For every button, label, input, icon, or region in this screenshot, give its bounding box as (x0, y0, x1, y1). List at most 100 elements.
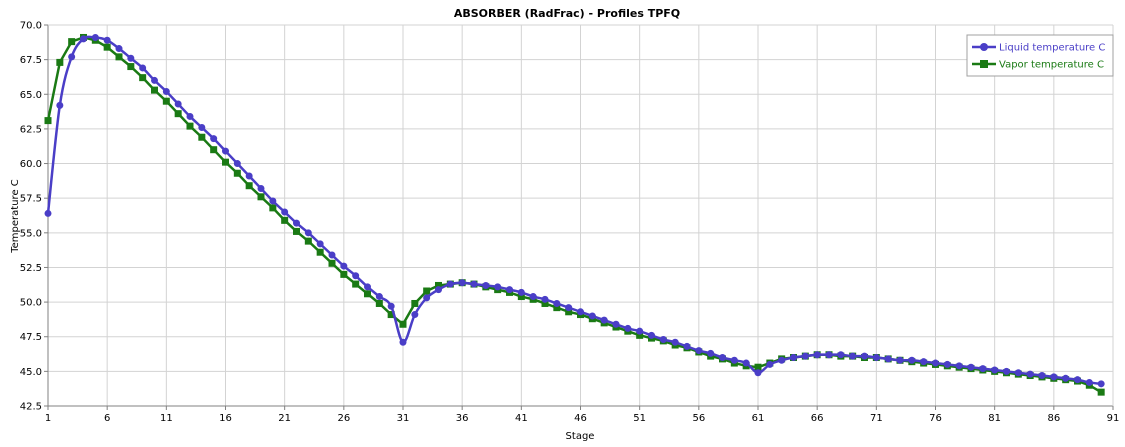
data-point (872, 354, 880, 362)
data-point (304, 229, 312, 237)
y-tick-label: 47.5 (20, 332, 42, 343)
x-tick-label: 76 (929, 413, 942, 424)
y-tick-label: 62.5 (20, 124, 42, 135)
data-point (198, 124, 206, 132)
legend-item: Vapor temperature C (972, 60, 1104, 71)
data-point (364, 290, 371, 298)
legend-marker (980, 60, 988, 68)
data-point (352, 280, 360, 288)
data-point (423, 287, 431, 295)
data-point (127, 63, 135, 71)
data-point (671, 338, 679, 346)
x-tick-label: 81 (988, 413, 1001, 424)
data-point (151, 76, 158, 84)
data-point (91, 33, 99, 41)
data-point (328, 251, 336, 259)
data-point (1062, 374, 1070, 382)
y-tick-label: 52.5 (20, 263, 42, 274)
data-point (44, 209, 52, 217)
data-point (269, 204, 277, 212)
data-point (517, 293, 525, 301)
data-point (375, 299, 383, 307)
data-point (257, 193, 265, 201)
data-point (837, 351, 845, 359)
x-tick-label: 31 (397, 413, 410, 424)
data-point (210, 146, 218, 154)
data-point (600, 316, 608, 324)
data-point (541, 295, 549, 303)
data-point (423, 294, 431, 302)
data-point (139, 74, 147, 82)
data-point (364, 283, 371, 291)
x-tick-label: 1 (45, 413, 51, 424)
data-point (115, 45, 123, 53)
data-point (636, 327, 644, 335)
data-point (387, 302, 395, 310)
data-point (1097, 380, 1105, 388)
x-tick-label: 56 (692, 413, 705, 424)
data-point (56, 101, 64, 109)
data-point (778, 356, 786, 364)
x-tick-label: 36 (456, 413, 469, 424)
y-tick-label: 57.5 (20, 194, 42, 205)
data-point (56, 58, 64, 66)
data-point (920, 358, 928, 366)
x-tick-label: 61 (752, 413, 765, 424)
data-point (754, 363, 762, 371)
x-tick-label: 16 (219, 413, 232, 424)
data-point (186, 122, 194, 130)
data-point (553, 299, 561, 307)
data-point (281, 216, 289, 224)
data-point (304, 237, 312, 245)
x-tick-label: 91 (1107, 413, 1120, 424)
data-point (411, 311, 419, 319)
data-point (754, 369, 762, 377)
legend-marker (980, 43, 988, 51)
y-tick-label: 50.0 (20, 298, 42, 309)
data-point (565, 308, 573, 316)
data-point (896, 356, 904, 364)
data-point (636, 331, 644, 339)
data-point (541, 299, 549, 307)
data-point (506, 286, 513, 294)
data-point (801, 352, 809, 360)
legend-item: Liquid temperature C (972, 43, 1105, 54)
data-point (115, 53, 123, 61)
data-point (529, 293, 537, 301)
data-point (577, 308, 584, 316)
data-point (399, 338, 407, 346)
data-point (849, 352, 857, 360)
data-point (127, 54, 135, 62)
legend-label: Liquid temperature C (999, 43, 1105, 54)
x-tick-label: 66 (811, 413, 824, 424)
y-tick-label: 70.0 (20, 21, 42, 32)
data-point (482, 281, 490, 289)
legend-box (966, 34, 1114, 77)
data-point (151, 86, 158, 94)
data-point (435, 281, 442, 289)
x-tick-label: 51 (633, 413, 646, 424)
y-tick-label: 60.0 (20, 159, 42, 170)
data-point (435, 286, 442, 294)
data-point (967, 363, 975, 371)
data-point (1014, 369, 1022, 377)
data-point (624, 324, 632, 332)
data-point (233, 160, 241, 168)
data-point (316, 248, 324, 256)
data-point (1085, 378, 1093, 386)
data-point (908, 356, 916, 364)
data-point (565, 304, 573, 312)
data-point (1074, 376, 1081, 384)
data-point (825, 351, 833, 359)
data-point (103, 36, 111, 44)
chart-title: ABSORBER (RadFrac) - Profiles TPFQ (454, 7, 680, 20)
data-point (293, 219, 300, 227)
data-point (588, 312, 596, 320)
data-point (245, 172, 253, 180)
data-point (766, 360, 774, 368)
data-point (198, 133, 206, 141)
data-point (470, 280, 478, 288)
data-point (612, 320, 620, 328)
series-liquid (44, 33, 1105, 388)
data-point (44, 117, 52, 125)
